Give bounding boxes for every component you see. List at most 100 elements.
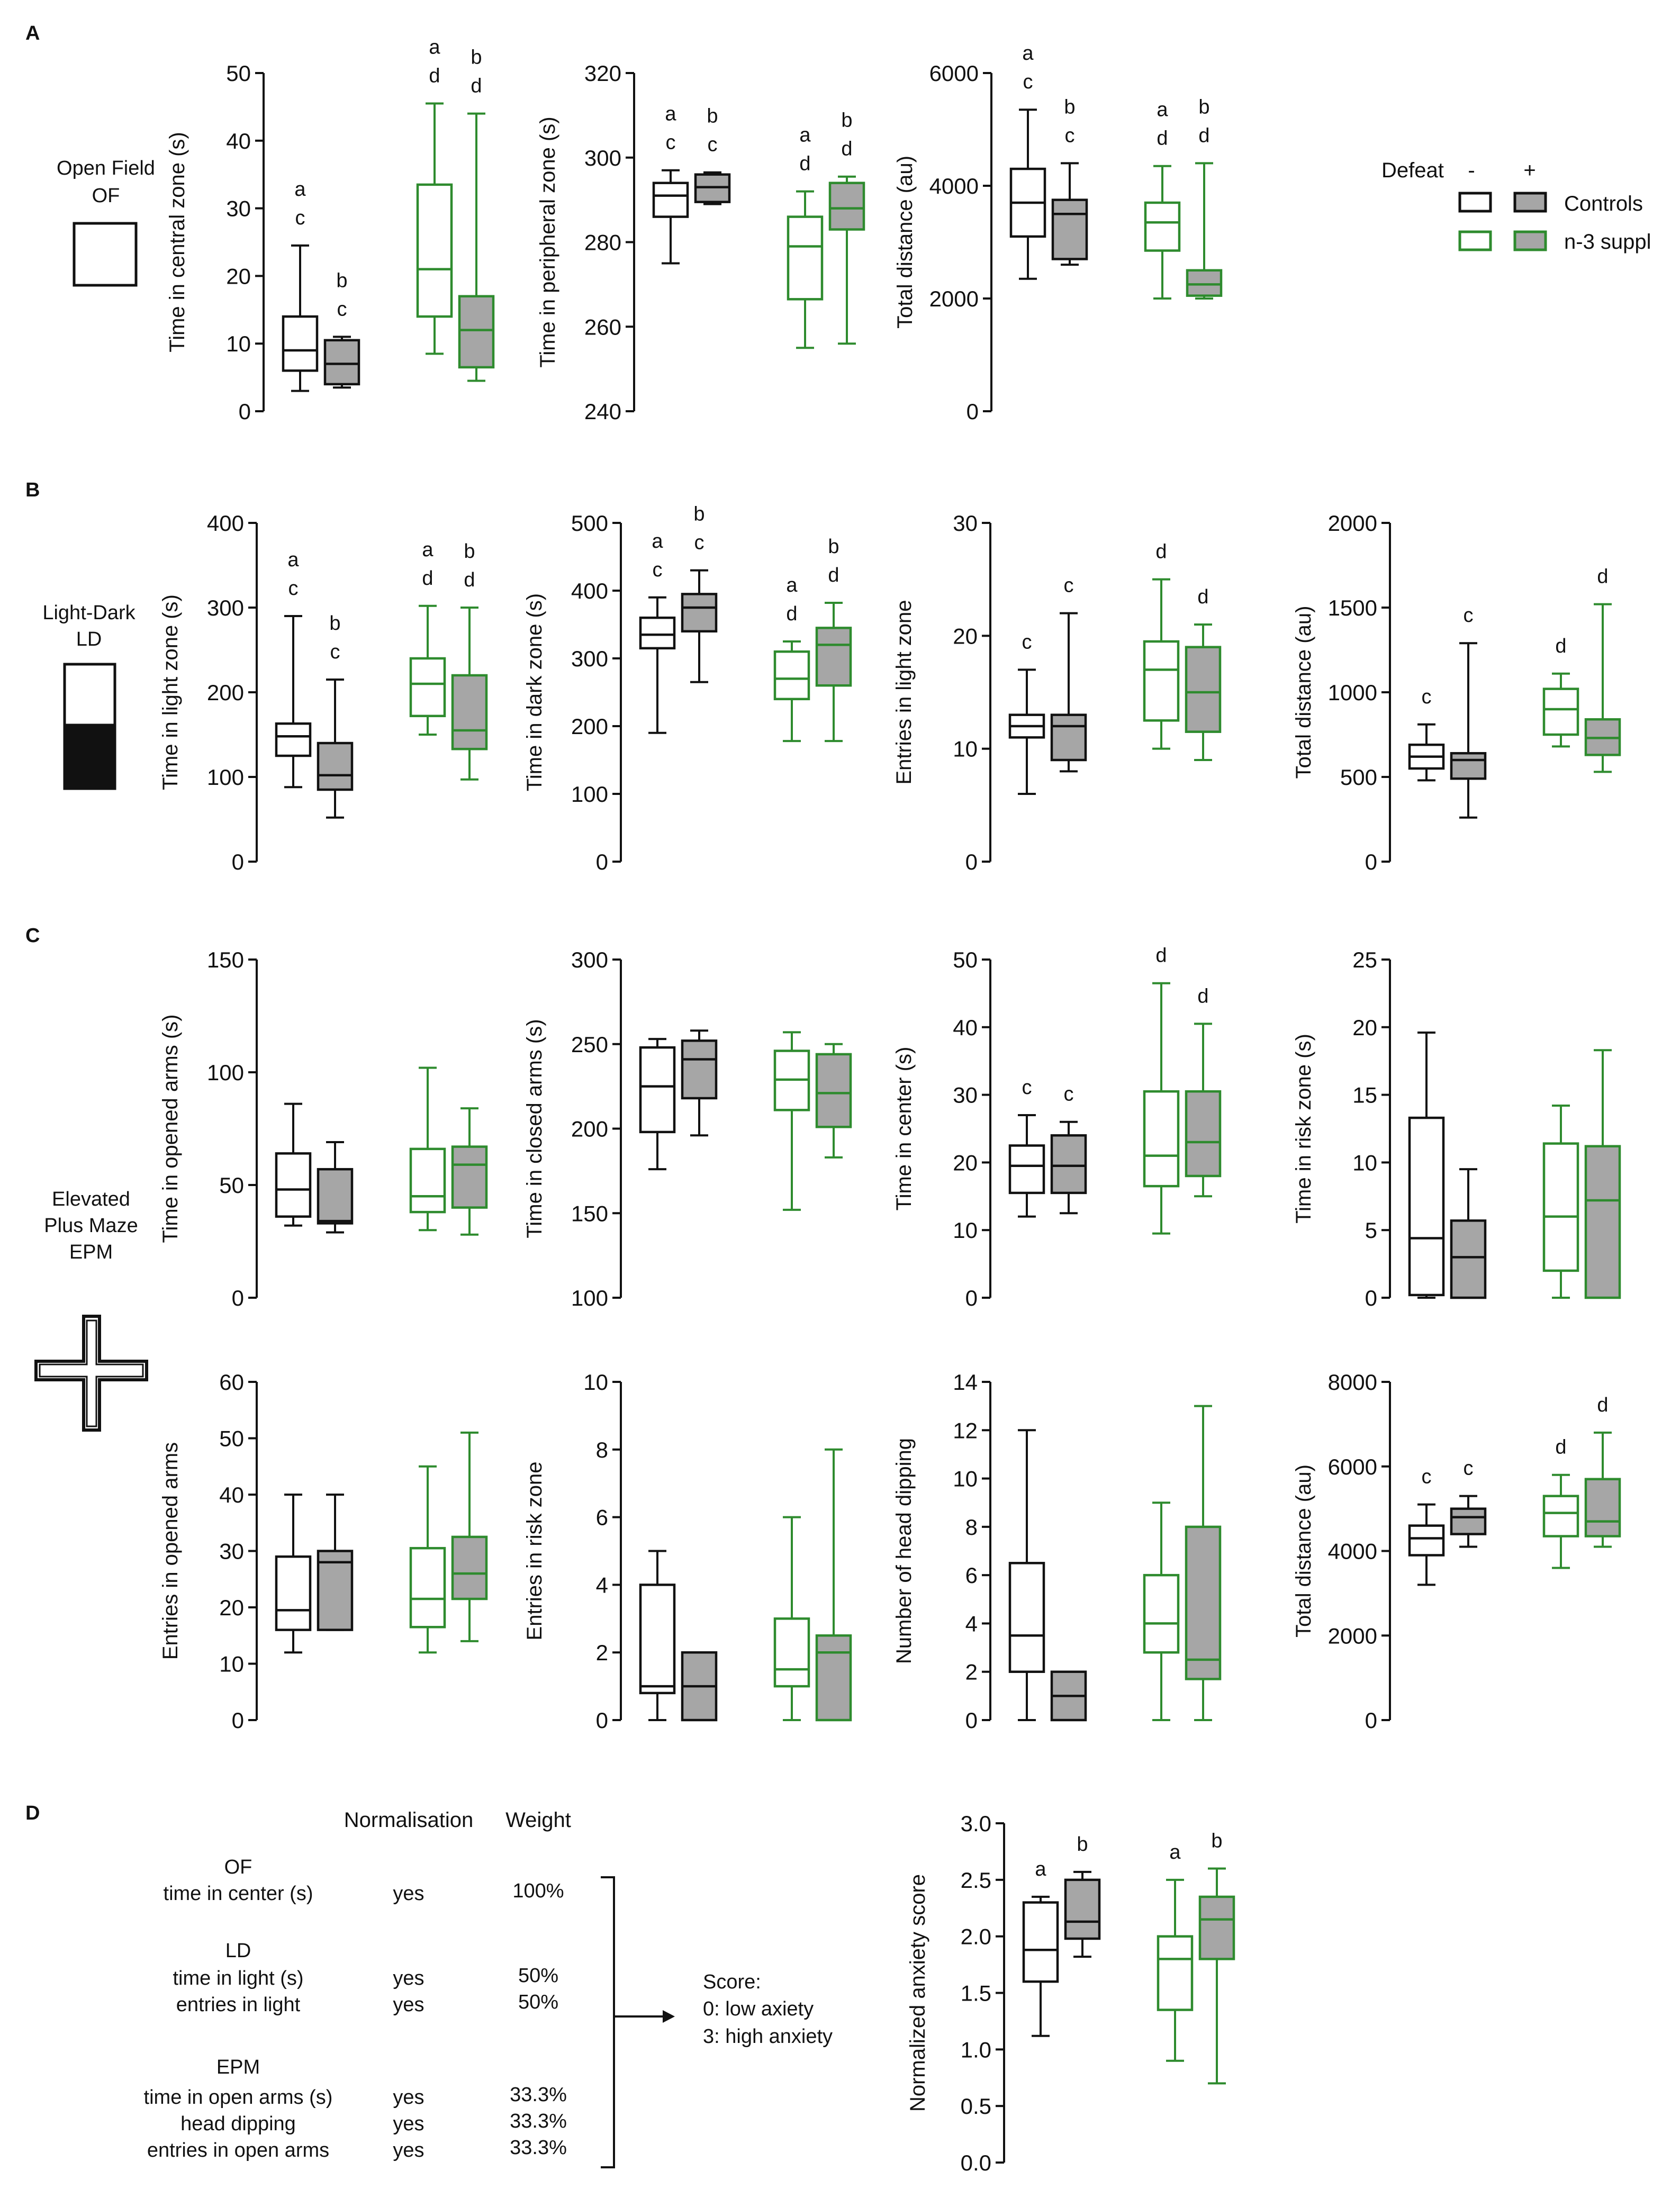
n3-defeat-box xyxy=(815,627,852,687)
y-tick-label: 2.5 xyxy=(961,1868,991,1893)
y-tick-label: 2000 xyxy=(929,286,979,311)
chart-epm-closed-arms-time: 100 150 200 250 300 Time in closed arms (s) xyxy=(523,947,852,1310)
control-defeat-box xyxy=(1050,713,1087,762)
y-tick-label: 0 xyxy=(232,1286,244,1310)
control-no-defeat-significance-letter: a xyxy=(1022,42,1034,65)
y-tick-label: 20 xyxy=(953,1150,978,1175)
n3-no-defeat-significance-letter: a xyxy=(799,124,811,147)
n3-no-defeat-box xyxy=(1542,1495,1579,1537)
y-tick-label: 100 xyxy=(571,1286,608,1310)
control-defeat-significance-letter: c xyxy=(1464,604,1474,627)
y-tick-label: 6000 xyxy=(1328,1454,1377,1479)
ld-label-line1: Light-Dark xyxy=(42,602,136,624)
light-dark-schematic: Light-Dark LD xyxy=(42,602,136,790)
n3-defeat-significance-letter: b xyxy=(464,540,475,563)
n3-no-defeat-box xyxy=(773,650,810,701)
row-measure: time in light (s) xyxy=(173,1967,303,1989)
legend-defeat-plus: + xyxy=(1523,159,1536,182)
y-tick-label: 20 xyxy=(219,1595,244,1620)
y-tick-label: 0 xyxy=(239,399,251,424)
row-normalisation: yes xyxy=(393,1967,424,1989)
chart-ld-light-entries: 0 10 20 30 Entries in light zone c c d d xyxy=(892,511,1222,874)
n3-defeat-significance-letter: b xyxy=(1211,1830,1222,1852)
chart-epm-total-distance: 0 2000 4000 6000 8000 Total distance (au) c c d d xyxy=(1292,1370,1621,1733)
y-tick-label: 400 xyxy=(207,511,244,536)
control-no-defeat-significance-letter: c xyxy=(295,207,305,229)
control-no-defeat-box xyxy=(282,315,319,372)
y-tick-label: 30 xyxy=(953,1083,978,1108)
y-tick-label: 0 xyxy=(965,849,978,874)
control-no-defeat-box xyxy=(275,1152,312,1218)
epm-label-line2: Plus Maze xyxy=(44,1215,138,1237)
y-tick-label: 2000 xyxy=(1328,1623,1377,1648)
of-label-line1: Open Field xyxy=(57,157,155,179)
y-tick-label: 0 xyxy=(596,1708,608,1733)
n3-no-defeat-significance-letter: d xyxy=(1555,1436,1566,1459)
n3-no-defeat-significance-letter: d xyxy=(1555,635,1566,657)
n3-no-defeat-box xyxy=(416,183,453,318)
score-bracket xyxy=(601,1876,615,2168)
chart-anxiety-score: 0.0 0.5 1.0 1.5 2.0 2.5 3.0 Normalized anxiety … xyxy=(906,1811,1235,2175)
y-tick-label: 40 xyxy=(219,1482,244,1507)
dark-compartment-icon xyxy=(63,723,116,790)
y-axis-title: Time in peripheral zone (s) xyxy=(536,116,559,367)
chart-epm-center-time: 0 10 20 30 40 50 Time in center (s) c c d d xyxy=(892,945,1222,1310)
n3-no-defeat-significance-letter: d xyxy=(1155,541,1167,563)
n3-no-defeat-box xyxy=(773,1617,810,1688)
control-defeat-significance-letter: b xyxy=(693,503,704,526)
row-normalisation: yes xyxy=(393,1994,424,2016)
y-axis-title: Time in opened arms (s) xyxy=(159,1015,182,1243)
n3-defeat-box xyxy=(815,1053,852,1128)
y-tick-label: 320 xyxy=(584,61,621,86)
y-tick-label: 2000 xyxy=(1328,511,1377,536)
y-tick-label: 240 xyxy=(584,399,621,424)
control-no-defeat-box xyxy=(1408,1116,1445,1297)
row-normalisation: yes xyxy=(393,2139,424,2161)
control-defeat-significance-letter: b xyxy=(1077,1833,1088,1856)
y-tick-label: 50 xyxy=(953,947,978,972)
control-defeat-significance-letter: c xyxy=(1064,575,1074,597)
y-tick-label: 12 xyxy=(953,1418,978,1443)
control-no-defeat-significance-letter: c xyxy=(653,559,663,581)
n3-defeat-significance-letter: d xyxy=(1198,124,1209,147)
n3-no-defeat-significance-letter: d xyxy=(786,603,797,625)
control-no-defeat-box xyxy=(275,1555,312,1631)
y-tick-label: 1.0 xyxy=(961,2037,991,2062)
control-no-defeat-significance-letter: a xyxy=(652,530,663,553)
y-tick-label: 1500 xyxy=(1328,595,1377,620)
n3-defeat-significance-letter: d xyxy=(464,569,475,591)
panel-letter-a: A xyxy=(25,22,40,44)
y-tick-label: 4 xyxy=(965,1611,978,1636)
control-no-defeat-box xyxy=(1008,1144,1045,1195)
n3-defeat-significance-letter: d xyxy=(471,75,482,97)
y-tick-label: 30 xyxy=(219,1539,244,1564)
y-tick-label: 30 xyxy=(226,196,251,221)
n3-defeat-box xyxy=(451,1145,488,1209)
n3-no-defeat-significance-letter: a xyxy=(422,539,433,561)
control-no-defeat-box xyxy=(639,1046,676,1134)
control-no-defeat-significance-letter: c xyxy=(288,577,299,600)
y-tick-label: 300 xyxy=(584,146,621,170)
y-axis-title: Entries in light zone xyxy=(892,600,916,784)
ld-label-line2: LD xyxy=(76,628,102,650)
y-tick-label: 50 xyxy=(219,1173,244,1198)
n3-defeat-significance-letter: d xyxy=(828,564,839,586)
y-tick-label: 6 xyxy=(596,1505,608,1530)
y-tick-label: 200 xyxy=(571,714,608,739)
of-label-line2: OF xyxy=(92,185,120,207)
control-defeat-box xyxy=(317,741,354,791)
y-tick-label: 1.5 xyxy=(961,1981,991,2006)
row-measure: head dipping xyxy=(180,2113,296,2135)
y-tick-label: 2.0 xyxy=(961,1924,991,1949)
y-tick-label: 200 xyxy=(207,680,244,705)
n3-no-defeat-significance-letter: a xyxy=(1169,1841,1181,1864)
n3-defeat-box xyxy=(1198,1895,1235,1960)
row-weight: 33.3% xyxy=(510,2110,567,2132)
control-no-defeat-significance-letter: a xyxy=(287,549,299,571)
chart-of-peripheral-time: 240 260 280 300 320 Time in peripheral zone (… xyxy=(536,61,865,424)
n3-no-defeat-box xyxy=(409,1147,446,1214)
legend-swatch-controls-defeat xyxy=(1513,192,1547,213)
n3-defeat-box xyxy=(451,674,488,750)
y-tick-label: 1000 xyxy=(1328,680,1377,705)
